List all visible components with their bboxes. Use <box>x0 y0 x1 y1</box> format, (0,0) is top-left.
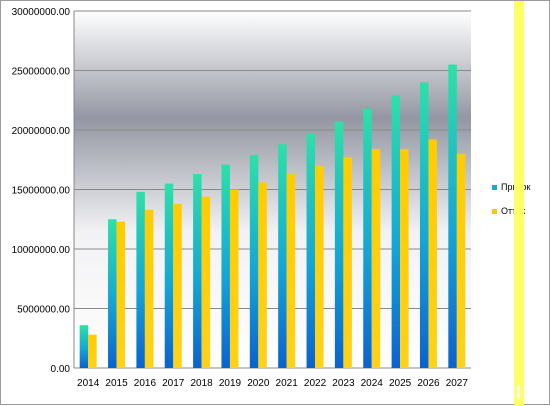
strip-marker <box>517 385 520 399</box>
y-tick-label: 25000000.00 <box>12 67 71 78</box>
bar-inflow <box>363 108 372 368</box>
bar-inflow <box>79 325 89 368</box>
y-tick-label: 0.00 <box>51 364 71 375</box>
x-tick-label: 2016 <box>134 378 157 389</box>
bar-inflow <box>448 64 457 369</box>
y-tick-label: 20000000.00 <box>12 126 71 137</box>
bar-outflow <box>116 221 126 368</box>
x-tick-label: 2022 <box>304 378 327 389</box>
bar-outflow <box>315 165 324 368</box>
bar-inflow <box>419 82 429 369</box>
x-tick-label: 2026 <box>417 378 440 389</box>
bar-inflow <box>334 121 344 368</box>
yellow-side-strip <box>514 1 524 406</box>
x-tick-label: 2019 <box>219 378 242 389</box>
bar-inflow <box>221 164 230 368</box>
y-tick-label: 5000000.00 <box>17 305 70 316</box>
x-tick-label: 2017 <box>162 378 185 389</box>
x-tick-label: 2014 <box>77 378 100 389</box>
y-tick-label: 10000000.00 <box>12 245 71 256</box>
bar-inflow <box>306 133 316 368</box>
bar-inflow <box>108 219 117 368</box>
y-tick-label: 30000000.00 <box>12 7 71 18</box>
legend-swatch <box>492 209 497 214</box>
x-tick-label: 2027 <box>446 378 469 389</box>
x-tick-label: 2021 <box>276 378 299 389</box>
bar-outflow <box>456 153 466 368</box>
bar-outflow <box>201 196 211 368</box>
bar-outflow <box>258 182 267 368</box>
bar-outflow <box>343 157 352 368</box>
x-tick-label: 2024 <box>361 378 384 389</box>
bar-inflow <box>193 174 202 368</box>
bar-inflow <box>391 95 401 369</box>
bar-outflow <box>371 149 381 368</box>
bar-outflow <box>286 174 296 368</box>
bar-outflow <box>400 149 409 368</box>
bar-outflow <box>88 334 97 368</box>
bar-inflow <box>249 154 259 368</box>
x-tick-label: 2023 <box>332 378 355 389</box>
x-tick-label: 2018 <box>190 378 213 389</box>
bar-inflow <box>164 183 174 368</box>
legend-label: Отток <box>501 206 525 216</box>
x-tick-label: 2015 <box>105 378 128 389</box>
bar-outflow <box>173 203 182 368</box>
x-tick-label: 2020 <box>247 378 270 389</box>
bar-outflow <box>229 189 239 368</box>
bar-inflow <box>278 144 287 368</box>
bar-outflow <box>428 139 437 368</box>
x-tick-label: 2025 <box>389 378 412 389</box>
bar-outflow <box>144 209 154 368</box>
bar-inflow <box>136 191 145 368</box>
y-tick-label: 15000000.00 <box>12 186 71 197</box>
legend-swatch <box>492 185 497 190</box>
